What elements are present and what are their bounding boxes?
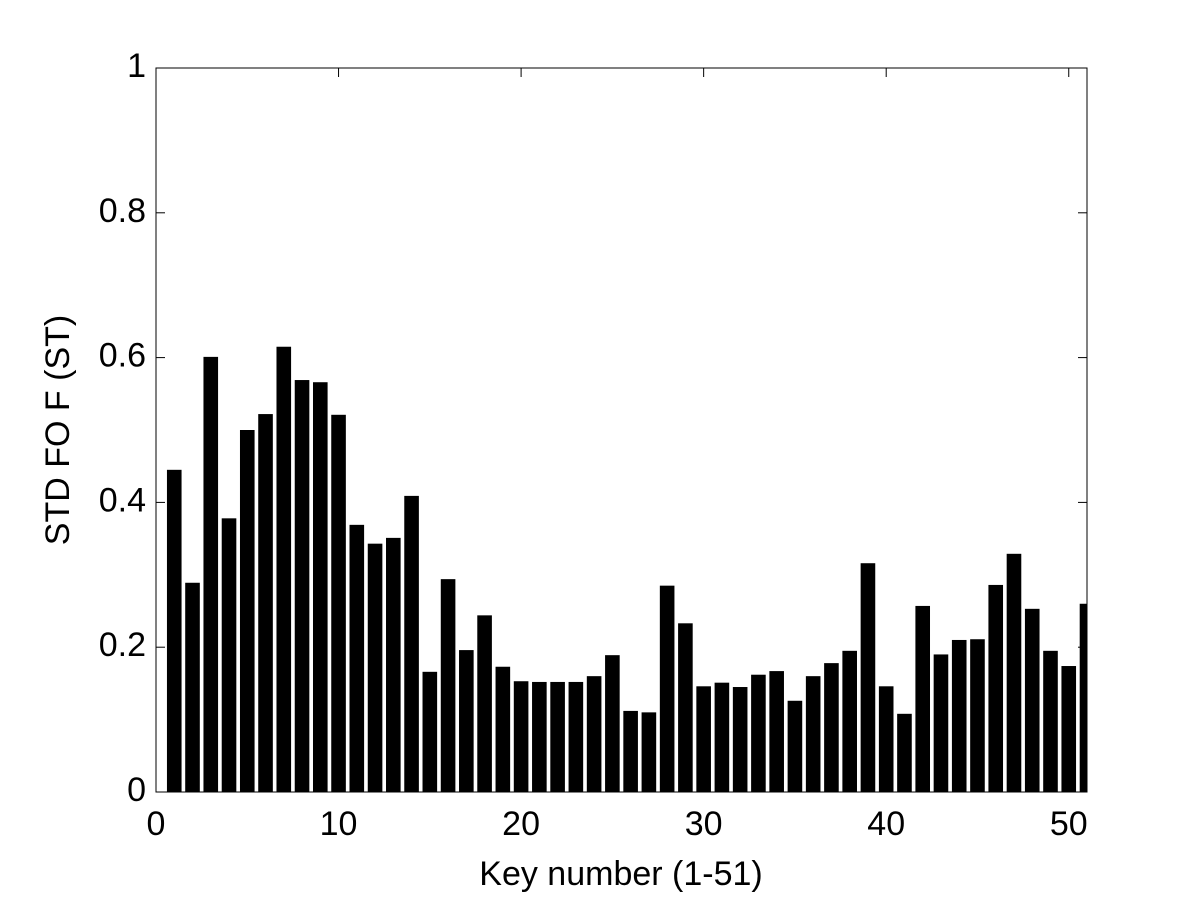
bar <box>787 700 803 792</box>
bars <box>166 346 1087 792</box>
bar <box>386 537 401 792</box>
bar <box>915 605 931 792</box>
x-tick-label: 0 <box>147 805 166 843</box>
bar <box>623 710 638 792</box>
bar <box>294 380 310 792</box>
y-tick-label: 0 <box>127 771 146 809</box>
x-tick-label: 50 <box>1050 805 1088 843</box>
y-tick-label: 0.8 <box>99 192 146 230</box>
bar <box>842 650 857 792</box>
bar <box>331 414 346 792</box>
bar <box>276 346 292 792</box>
bar <box>751 674 766 792</box>
bar <box>550 681 565 792</box>
bar <box>513 681 529 792</box>
bar <box>732 687 748 792</box>
bar <box>166 469 182 792</box>
bar <box>878 686 894 792</box>
bar <box>258 414 273 792</box>
y-tick-label: 0.6 <box>99 337 146 375</box>
bar <box>860 563 876 792</box>
x-tick-label: 10 <box>320 805 358 843</box>
x-tick-label: 20 <box>502 805 540 843</box>
bar <box>769 671 784 792</box>
bar <box>933 654 949 792</box>
x-tick-label: 40 <box>867 805 905 843</box>
bar <box>185 582 200 792</box>
y-tick-label: 1 <box>127 47 146 85</box>
bar <box>349 524 365 792</box>
bar <box>696 686 711 792</box>
bar <box>1043 650 1058 792</box>
bar <box>221 518 237 792</box>
bar <box>367 543 383 792</box>
bar <box>951 639 967 792</box>
bar <box>605 655 620 792</box>
bar <box>477 615 492 792</box>
bar <box>659 585 675 792</box>
bar <box>239 430 255 792</box>
bar <box>568 681 584 792</box>
bar <box>203 356 219 792</box>
axes-box <box>155 67 1088 793</box>
x-axis-label: Key number (1-51) <box>479 855 762 893</box>
bar <box>714 682 730 792</box>
bar <box>312 382 328 792</box>
bar <box>404 495 419 792</box>
bar <box>532 681 547 792</box>
bar <box>641 712 657 792</box>
bar <box>440 579 456 792</box>
bar <box>422 671 438 792</box>
bar <box>1079 603 1087 792</box>
y-axis-label: STD FO F (ST) <box>39 315 77 545</box>
bar <box>897 713 912 792</box>
y-tick-label: 0.2 <box>99 626 146 664</box>
y-tick-label: 0.4 <box>99 481 146 519</box>
bar <box>495 666 511 792</box>
bar <box>1006 553 1022 792</box>
x-tick-label: 30 <box>685 805 723 843</box>
bar <box>824 663 839 792</box>
bar <box>678 623 693 792</box>
bar <box>970 639 985 792</box>
bar <box>459 650 474 792</box>
bar <box>1024 608 1040 792</box>
bar <box>1061 666 1077 792</box>
bar <box>586 676 602 792</box>
bar <box>805 676 821 792</box>
bar <box>988 584 1004 792</box>
